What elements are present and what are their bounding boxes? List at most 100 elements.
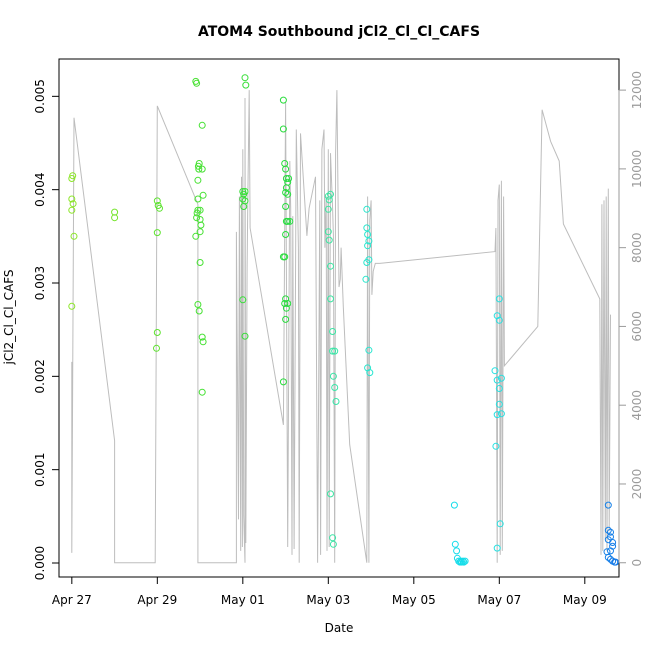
data-point	[196, 216, 204, 223]
data-point	[156, 204, 163, 212]
data-point	[364, 242, 372, 250]
y-tick-label: 0.004	[33, 173, 47, 207]
data-point	[458, 558, 466, 566]
data-point	[194, 195, 202, 203]
data-point	[327, 262, 334, 270]
data-point	[241, 332, 249, 340]
data-point	[604, 526, 612, 534]
data-point	[282, 231, 290, 238]
data-point	[198, 165, 206, 173]
data-point	[193, 79, 201, 87]
data-point	[493, 376, 501, 384]
data-point	[329, 372, 337, 380]
data-points	[68, 74, 620, 566]
y-tick-label: 0.003	[33, 266, 47, 300]
right-tick-label: 8000	[630, 232, 644, 263]
data-point	[363, 259, 371, 266]
data-point	[282, 165, 290, 173]
data-point	[609, 539, 617, 546]
x-tick-label: Apr 29	[137, 593, 177, 607]
data-point	[281, 253, 289, 261]
data-point	[329, 534, 337, 542]
data-point	[604, 501, 612, 509]
data-point	[492, 442, 500, 450]
data-point	[325, 196, 333, 204]
data-point	[457, 557, 465, 565]
data-point	[242, 81, 250, 89]
right-tick-label: 10000	[630, 150, 644, 188]
data-point	[153, 229, 161, 237]
data-point	[194, 301, 202, 308]
data-point	[450, 501, 458, 509]
data-point	[327, 190, 334, 198]
data-point	[199, 338, 207, 346]
data-point	[327, 490, 334, 498]
data-point	[68, 302, 76, 310]
x-tick-label: May 09	[563, 593, 607, 607]
data-point	[497, 410, 505, 418]
data-point	[198, 121, 206, 129]
right-tick-label: 6000	[630, 311, 644, 342]
data-point	[329, 540, 337, 548]
data-point	[329, 347, 337, 355]
chart-title: ATOM4 Southbound jCl2_Cl_Cl_CAFS	[198, 24, 480, 40]
data-point	[279, 125, 287, 133]
data-point	[239, 195, 247, 203]
x-tick-label: Apr 27	[52, 593, 92, 607]
data-point	[196, 259, 204, 266]
x-tick-label: May 05	[392, 593, 436, 607]
data-point	[366, 369, 374, 377]
data-point	[282, 189, 290, 196]
data-point	[282, 315, 290, 323]
data-point	[241, 188, 249, 195]
y-axis-label: jCl2_Cl_Cl_CAFS	[2, 269, 16, 365]
data-point	[491, 367, 499, 375]
data-point	[285, 175, 293, 182]
data-point	[324, 205, 332, 213]
data-point	[194, 176, 202, 184]
data-point	[365, 346, 373, 354]
data-point	[284, 190, 292, 198]
data-point	[68, 206, 76, 214]
y-tick-label: 0.002	[33, 359, 47, 393]
data-point	[68, 195, 76, 203]
data-point	[239, 296, 247, 304]
y-tick-label: 0.001	[33, 453, 47, 487]
data-point	[327, 295, 334, 303]
right-tick-label: 4000	[630, 390, 644, 421]
data-point	[198, 333, 206, 341]
data-point	[493, 544, 501, 552]
data-point	[284, 300, 292, 307]
data-point	[197, 221, 205, 229]
data-point	[282, 175, 290, 182]
data-point	[331, 347, 339, 355]
data-point	[459, 557, 467, 565]
data-point	[329, 328, 337, 335]
data-point	[495, 295, 503, 303]
data-point	[241, 74, 249, 82]
x-axis: Apr 27 Apr 29 May 01 May 03 May 05 May 07 May …	[52, 576, 607, 607]
y-tick-label: 0.005	[33, 79, 47, 113]
data-point	[604, 553, 612, 561]
data-point	[331, 384, 339, 391]
data-point	[193, 214, 201, 222]
data-point	[332, 398, 340, 405]
data-point	[362, 275, 370, 283]
data-point	[192, 232, 200, 240]
data-point	[69, 200, 77, 208]
data-point	[363, 224, 371, 232]
data-point	[365, 237, 373, 245]
data-point	[153, 329, 161, 336]
x-tick-label: May 03	[306, 593, 350, 607]
data-point	[196, 206, 204, 214]
data-point	[286, 217, 294, 225]
data-point	[279, 378, 287, 386]
data-point	[241, 197, 249, 205]
data-point	[607, 547, 614, 555]
data-point	[196, 228, 204, 236]
data-point	[153, 197, 161, 205]
data-point	[68, 175, 76, 182]
x-axis-label: Date	[325, 621, 354, 635]
right-altitude-line	[71, 90, 611, 564]
